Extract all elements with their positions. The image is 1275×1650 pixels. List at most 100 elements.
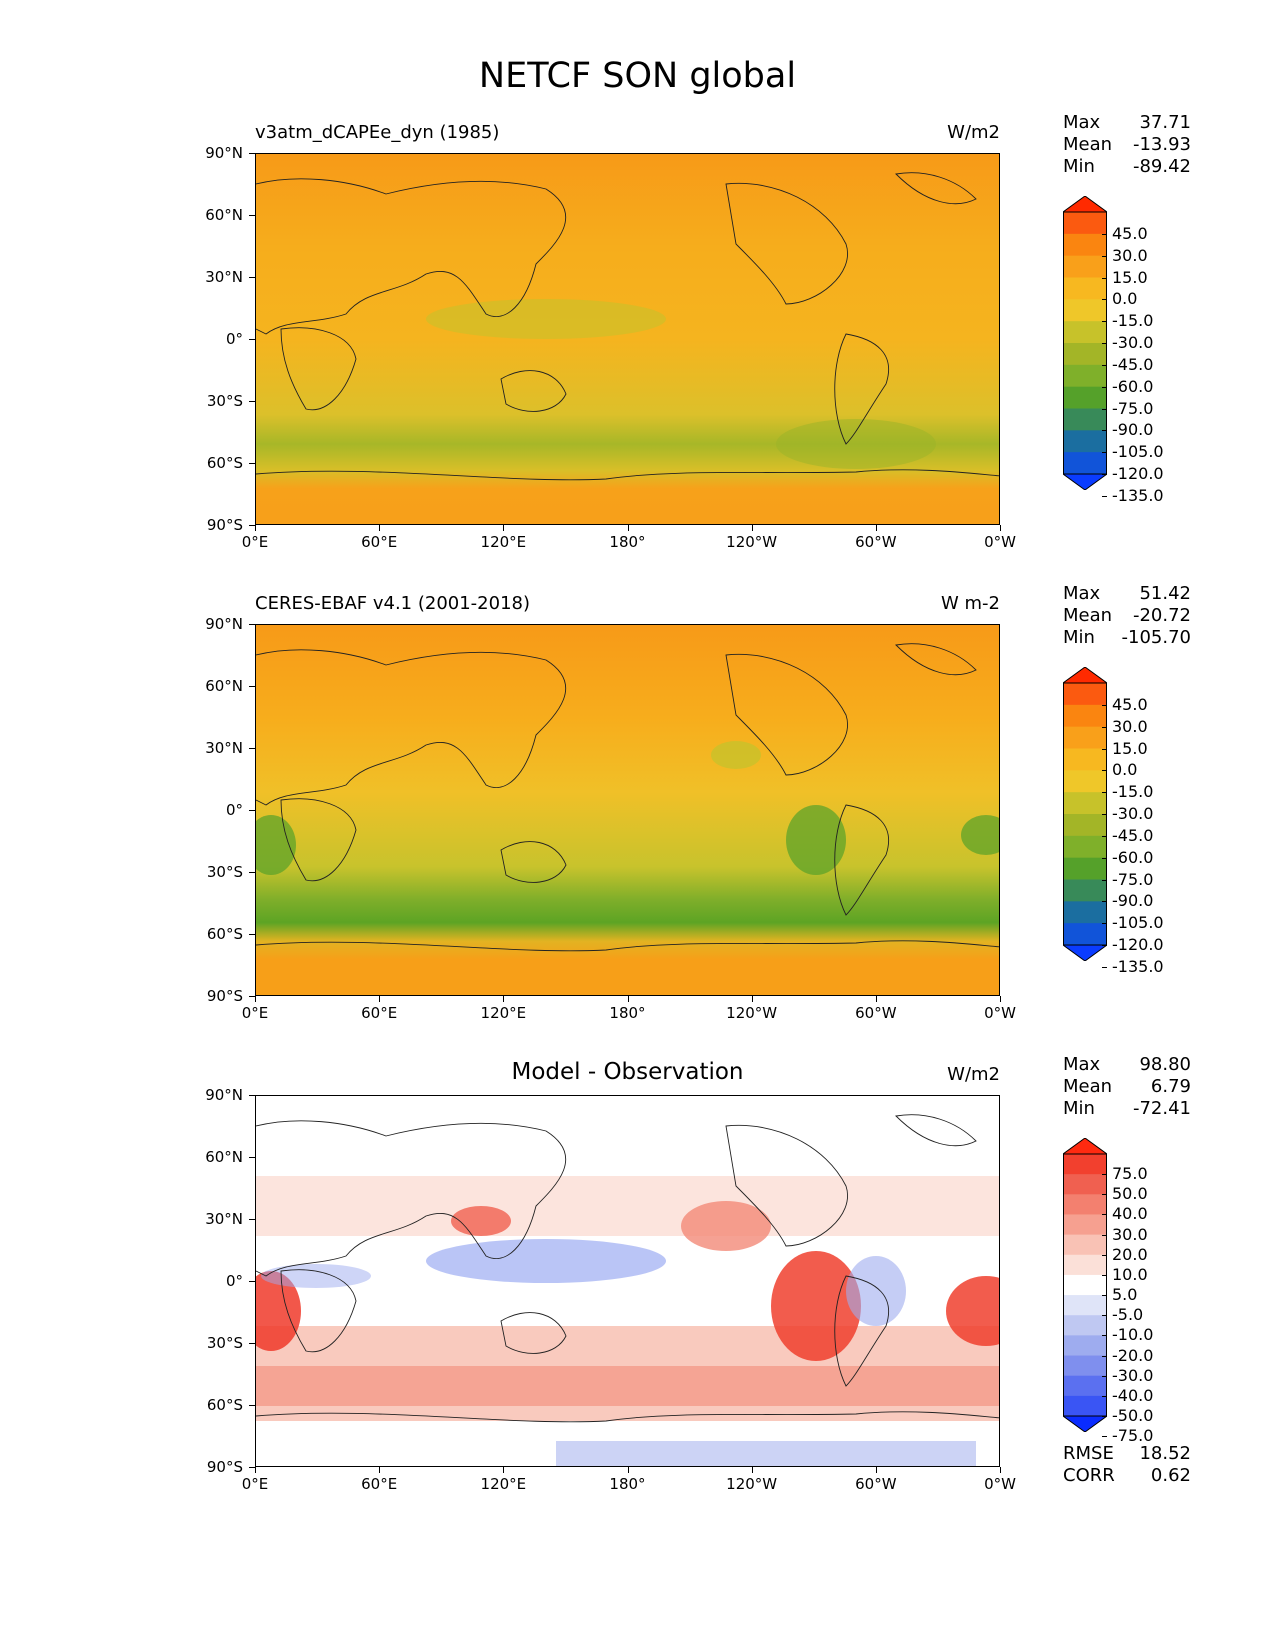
colorbar-extend-max [1063, 196, 1107, 213]
x-tick-label: 0°W [984, 1475, 1016, 1493]
colorbar-svg [1063, 1138, 1107, 1432]
rmse-corr-box: RMSE 18.52 CORR 0.62 [1063, 1443, 1191, 1487]
colorbar-label: -30.0 [1112, 804, 1154, 823]
x-tick [875, 996, 877, 1002]
colorbar-segment [1063, 1194, 1107, 1215]
colorbar-segment [1063, 299, 1107, 322]
colorbar-label: -105.0 [1112, 913, 1164, 933]
colorbar-tick [1102, 1254, 1107, 1256]
y-tick-label: 90°N [205, 144, 243, 162]
colorbar-label: -5.0 [1112, 1305, 1144, 1325]
stat-value: -89.42 [1132, 156, 1191, 177]
colorbar-tick [1102, 1234, 1107, 1236]
x-tick-label: 0°W [984, 533, 1016, 551]
rmse-label: RMSE [1063, 1443, 1114, 1464]
y-tick-label: 0° [225, 330, 243, 348]
x-tick-label: 60°W [855, 1475, 897, 1493]
colorbar-label: -75.0 [1112, 398, 1154, 418]
x-tick [503, 1467, 505, 1473]
colorbar-segment [1063, 770, 1107, 793]
colorbar-label: 50.0 [1112, 1184, 1148, 1204]
colorbar-label: -105.0 [1112, 442, 1164, 462]
colorbar-segment [1063, 321, 1107, 344]
y-tick-label: 0° [225, 801, 243, 819]
colorbar-tick [1102, 1395, 1107, 1397]
colorbar-segment [1063, 683, 1107, 706]
colorbar-label: -90.0 [1112, 891, 1154, 911]
y-tick-label: 30°S [206, 863, 243, 881]
x-tick-label: 0°E [241, 1475, 269, 1493]
y-tick [249, 215, 255, 216]
colorbar-tick [1102, 233, 1107, 235]
y-tick [249, 401, 255, 402]
y-tick-label: 90°S [206, 987, 243, 1005]
panel-title-center: Model - Observation [511, 1059, 744, 1085]
colorbar-tick [1102, 945, 1107, 946]
colorbar-label: 5.0 [1112, 1285, 1138, 1305]
y-tick [249, 624, 255, 625]
x-tick [875, 1467, 877, 1473]
colorbar-label: -40.0 [1112, 1385, 1154, 1405]
colorbar-svg [1063, 196, 1107, 490]
colorbar-tick [1102, 1194, 1107, 1196]
colorbar-segment [1063, 386, 1107, 409]
x-tick [1000, 1467, 1001, 1473]
y-tick-label: 60°N [205, 206, 243, 224]
y-tick-label: 60°S [206, 1396, 243, 1414]
units-label: W m-2 [940, 593, 1000, 614]
colorbar-label: 45.0 [1112, 694, 1148, 714]
stat-label: Max [1063, 583, 1101, 604]
y-tick-label: 30°S [206, 1334, 243, 1352]
colorbar-segment [1063, 748, 1107, 771]
y-tick-label: 30°N [205, 268, 243, 286]
y-tick [249, 277, 255, 278]
colorbar-segment [1063, 1174, 1107, 1195]
colorbar-tick [1102, 495, 1107, 497]
colorbar-label: -75.0 [1112, 869, 1154, 889]
stat-label: Min [1063, 1098, 1095, 1119]
colorbar-label: 10.0 [1112, 1264, 1148, 1284]
colorbar-tick [1102, 364, 1107, 366]
colorbar-segment [1063, 255, 1107, 278]
map-model [255, 153, 1000, 525]
colorbar-tick [1102, 923, 1107, 925]
colorbar-label: -50.0 [1112, 1406, 1154, 1425]
x-tick-label: 120°W [726, 1475, 778, 1493]
map-difference [255, 1095, 1000, 1467]
y-tick [249, 686, 255, 687]
figure-title: NETCF SON global [478, 56, 797, 96]
colorbar-tick [1102, 726, 1107, 728]
colorbar-segment [1063, 857, 1107, 880]
x-tick [751, 996, 753, 1002]
colorbar-extend-min [1063, 473, 1107, 490]
colorbar-label: -75.0 [1112, 1426, 1154, 1446]
colorbar-frame [1063, 1153, 1107, 1417]
y-tick-label: 60°S [206, 454, 243, 472]
stat-label: Min [1063, 156, 1095, 177]
colorbar-tick [1102, 299, 1107, 301]
y-tick [249, 1281, 255, 1282]
colorbar-label: 30.0 [1112, 716, 1148, 736]
colorbar-label: -135.0 [1112, 956, 1164, 976]
y-tick [249, 1405, 255, 1406]
stats-box: Max 98.80 Mean 6.79 Min -72.41 [1063, 1054, 1191, 1120]
panel-title-left: v3atm_dCAPEe_dyn (1985) [255, 122, 500, 143]
colorbar-segment [1063, 901, 1107, 924]
colorbar-label: -90.0 [1112, 420, 1154, 440]
x-tick-label: 0°W [984, 1004, 1016, 1022]
x-tick-label: 120°W [726, 1004, 778, 1022]
stat-value: 37.71 [1139, 112, 1191, 133]
panel-title-left: CERES-EBAF v4.1 (2001-2018) [255, 593, 531, 614]
colorbar-segment [1063, 726, 1107, 749]
colorbar-segment [1063, 792, 1107, 815]
colorbar-tick [1102, 704, 1107, 706]
colorbar-segment [1063, 704, 1107, 728]
stat-label: Mean [1063, 605, 1113, 626]
colorbar-tick [1102, 770, 1107, 772]
stat-label: Max [1063, 112, 1101, 133]
colorbar-segment [1063, 452, 1107, 475]
colorbar-tick [1102, 1295, 1107, 1297]
y-tick [249, 934, 255, 935]
colorbar-tick [1102, 430, 1107, 432]
y-tick-label: 30°N [205, 739, 243, 757]
